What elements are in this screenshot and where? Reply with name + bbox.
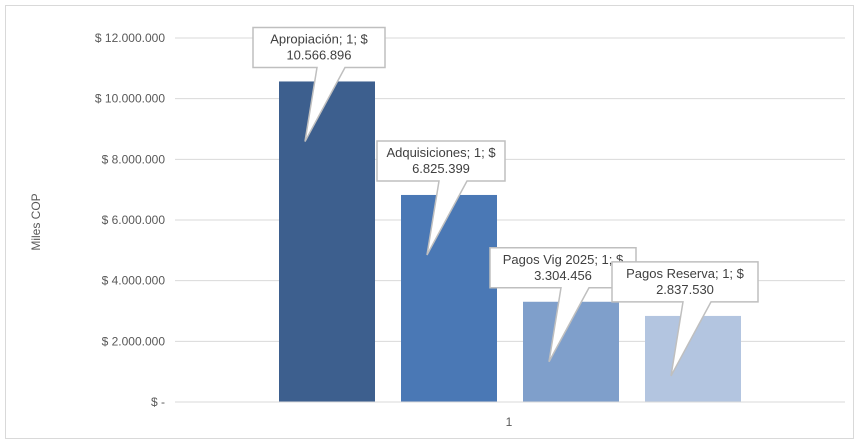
data-label-callouts: Apropiación; 1; $10.566.896 Adquisiciones…: [252, 26, 759, 377]
data-label-text: Pagos Reserva; 1; $: [626, 266, 745, 281]
y-tick-label: $ 12.000.000: [95, 31, 165, 45]
data-label-value: 2.837.530: [656, 282, 714, 297]
bars: [279, 81, 741, 402]
y-tick-label: $ 10.000.000: [95, 92, 165, 106]
data-label-callout-box: [489, 247, 637, 363]
y-axis-ticks: $ - $ 2.000.000 $ 4.000.000 $ 6.000.000 $ 8.…: [95, 31, 165, 409]
data-label-text: Adquisiciones; 1; $: [386, 145, 496, 160]
data-label-text: Apropiación; 1; $: [270, 31, 368, 46]
bar: [401, 194, 497, 402]
data-label-callout-box: [252, 26, 386, 142]
bar: [279, 81, 375, 402]
data-label-text: Pagos Vig 2025; 1; $: [503, 252, 624, 267]
x-axis: 1: [175, 401, 845, 429]
y-tick-label: $ -: [151, 395, 165, 409]
y-tick-label: $ 4.000.000: [102, 274, 166, 288]
y-tick-label: $ 6.000.000: [102, 213, 166, 227]
y-tick-label: $ 2.000.000: [102, 334, 166, 348]
data-label-callout-box: [611, 261, 759, 377]
y-tick-label: $ 8.000.000: [102, 152, 166, 166]
data-label-value: 3.304.456: [534, 268, 592, 283]
x-tick-label: 1: [506, 415, 513, 429]
y-axis-title: Miles COP: [29, 193, 43, 250]
data-label-value: 10.566.896: [286, 47, 351, 62]
data-label-callout-box: [376, 140, 506, 256]
data-label-value: 6.825.399: [412, 161, 470, 176]
